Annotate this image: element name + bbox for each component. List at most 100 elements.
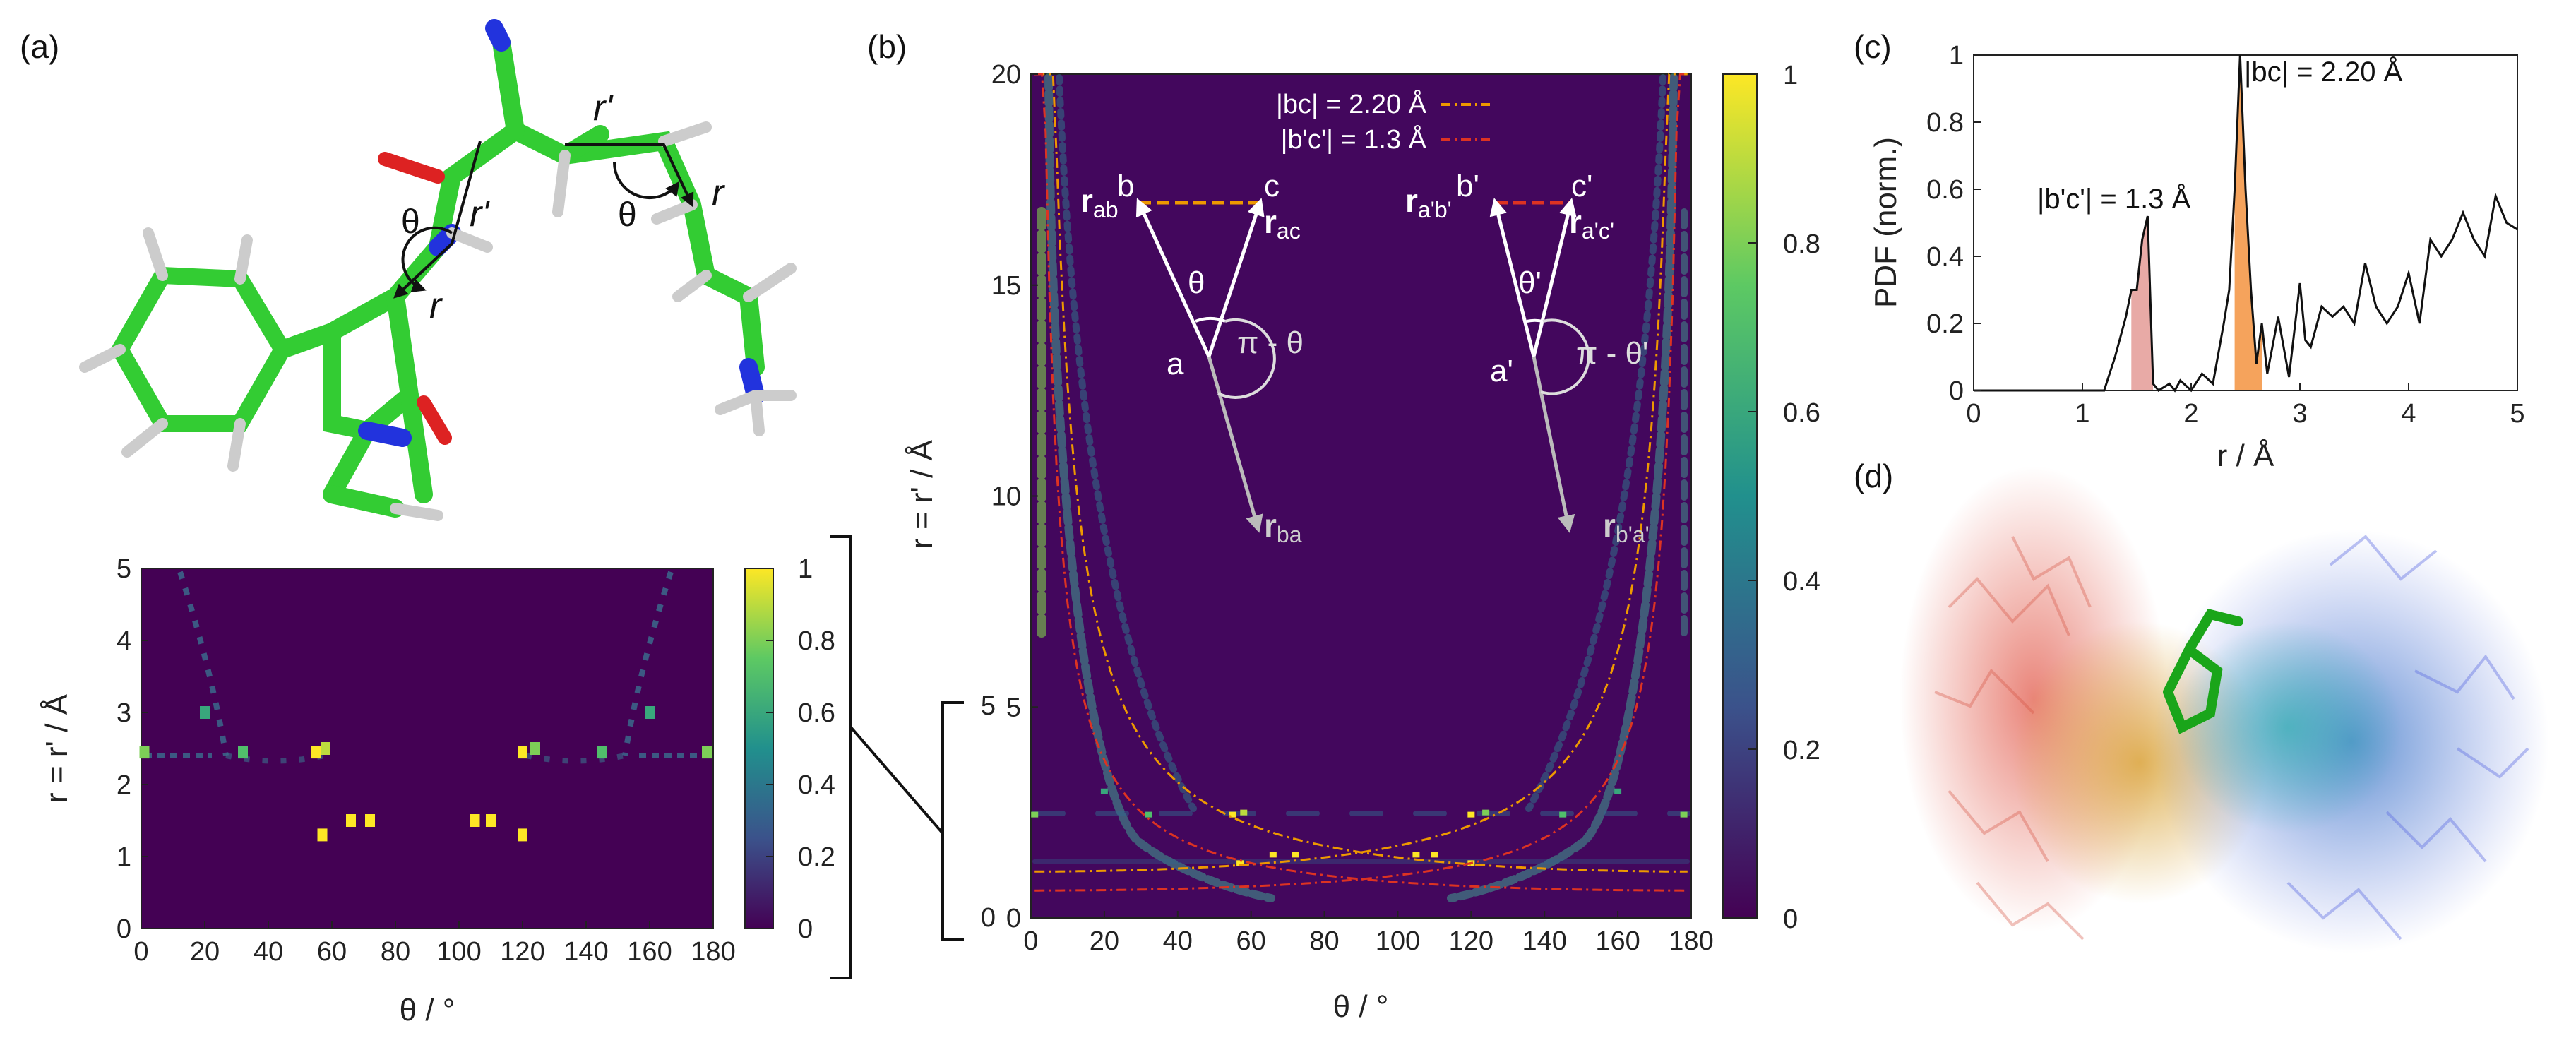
colorbar-a-tick-label: 0.4 <box>798 770 835 800</box>
heatmap-b-y-tick-label: 0 <box>1006 904 1021 933</box>
legend-bc: |bc| = 2.20 Å <box>1276 88 1427 119</box>
colorbar-b-tick-label: 0.8 <box>1783 229 1820 259</box>
heatmap-b-cell <box>1145 811 1152 818</box>
schematic-left-b: b <box>1117 169 1134 203</box>
heatmap-a-cell <box>486 814 496 827</box>
molecule-r-prime-left: r' <box>470 193 490 234</box>
heatmap-a-x-tick-label: 180 <box>691 937 735 967</box>
annotation-bpcp: |b'c'| = 1.3 Å <box>2037 183 2191 215</box>
heatmap-a-cell <box>238 746 248 759</box>
angle-arrows <box>393 141 694 299</box>
chart-c-x-tick-label: 4 <box>2401 399 2416 429</box>
ensemble-blue-strands <box>2286 535 2529 941</box>
molecule-r-left: r <box>429 285 443 326</box>
heatmap-a-streaks <box>145 571 710 764</box>
schematic-right-r-ab: ra'b' <box>1405 182 1452 222</box>
colorbar-a <box>744 568 774 929</box>
heatmap-b-xlabel: θ / ° <box>1333 989 1389 1024</box>
schematic-right: ra'b' b' c' ra'c' θ' a' π - θ' rb'a' <box>1405 169 1650 547</box>
colorbar-b-tick-label: 0.2 <box>1783 736 1820 765</box>
heatmap-a-x-tick-label: 140 <box>564 937 608 967</box>
schematic-left-c: c <box>1264 169 1280 203</box>
heatmap-a-x-tick-label: 20 <box>190 937 220 967</box>
oxygen-atoms <box>378 152 452 445</box>
ensemble-green-core <box>2163 608 2243 734</box>
heatmap-b-cell <box>1236 860 1244 866</box>
heatmap-b-y-tick-label: 5 <box>1006 693 1021 722</box>
hydrogen-atoms <box>79 121 797 521</box>
heatmap-b-x-tick-label: 120 <box>1449 926 1493 956</box>
chart-c-y-tick-label: 0 <box>1949 376 1964 406</box>
pdf-line <box>1974 54 2518 393</box>
inset-tick-5: 5 <box>981 691 996 721</box>
chart-c-x-tick-label: 3 <box>2292 399 2307 429</box>
heatmap-a-y-tick-label: 0 <box>117 914 131 944</box>
chart-c-y-tick-label: 0.8 <box>1926 108 1964 138</box>
heatmap-b-x-tick-label: 180 <box>1669 926 1713 956</box>
heatmap-a-x-tick-label: 80 <box>381 937 410 967</box>
reference-curve-bpcp-a <box>1034 73 1688 892</box>
molecule-structure: θ θ r' r' r r <box>79 19 797 521</box>
legend-bpcp: |b'c'| = 1.3 Å <box>1281 124 1427 155</box>
heatmap-a-y-tick-label: 5 <box>117 554 131 584</box>
schematic-right-a: a' <box>1490 354 1513 388</box>
heatmap-a-y-tick-label: 3 <box>117 698 131 728</box>
heatmap-a-cell <box>518 746 527 759</box>
schematic-right-theta: θ' <box>1518 266 1542 300</box>
ensemble-red-strands <box>1934 536 2092 941</box>
phenyl-ring <box>110 266 292 432</box>
schematic-left-arrow-ba <box>1207 356 1263 533</box>
colorbar-b-tick-label: 0.4 <box>1783 567 1820 597</box>
heatmap-b-cell <box>1031 811 1039 818</box>
heatmap-a-x-tick-label: 40 <box>254 937 283 967</box>
chart-c-x-tick-label: 2 <box>2183 399 2198 429</box>
heatmap-a-cell <box>317 828 328 842</box>
zoom-connector <box>830 535 964 979</box>
schematic-left-pi-theta: π - θ <box>1237 326 1304 360</box>
heatmap-a: 0 20 40 60 80 100 120 140 160 180 0 1 2 3 4 5 θ / ° r … <box>40 554 835 1027</box>
heatmap-a-cell <box>530 742 540 755</box>
heatmap-a-ylabel: r = r' / Å <box>40 693 74 803</box>
heatmap-a-cell <box>200 706 210 719</box>
heatmap-b-x-tick-label: 60 <box>1236 926 1266 956</box>
chart-c-x-tick-label: 0 <box>1966 399 1981 429</box>
protein-ensemble <box>1900 466 2549 953</box>
colorbar-a-tick-label: 1 <box>798 554 813 584</box>
schematic-left-r-ac: rac <box>1264 203 1301 244</box>
schematic-left-theta-arc <box>1195 316 1226 323</box>
schematic-right-b: b' <box>1456 169 1479 203</box>
heatmap-b-x-tick-label: 20 <box>1090 926 1119 956</box>
heatmap-b-cell <box>1680 811 1688 818</box>
backbone-bonds <box>273 33 765 518</box>
heatmap-a-x-tick-label: 120 <box>500 937 544 967</box>
schematic-left-r-ba: rba <box>1264 507 1302 547</box>
chart-c-xlabel: r / Å <box>2217 439 2274 473</box>
heatmap-b-cell <box>1614 788 1622 794</box>
schematic-left-pi-arc <box>1217 318 1276 399</box>
shaded-peak-0 <box>2131 216 2154 390</box>
chart-c-ylabel: PDF (norm.) <box>1868 137 1903 308</box>
schematic-left-a: a <box>1167 347 1184 381</box>
chart-c-y-tick-label: 0.4 <box>1926 242 1964 272</box>
heatmap-a-y-tick-label: 2 <box>117 770 131 800</box>
reference-curve-bc-b <box>1034 73 1688 873</box>
molecule-theta-right: θ <box>618 196 637 234</box>
schematic-right-arrow-ac <box>1532 198 1577 357</box>
chart-c-y-tick-label: 0.6 <box>1926 175 1964 205</box>
heatmap-a-y-tick-label: 1 <box>117 842 131 872</box>
schematic-right-c: c' <box>1571 169 1592 203</box>
heatmap-b-x-tick-label: 80 <box>1309 926 1339 956</box>
schematic-right-arrow-ab <box>1489 198 1536 357</box>
panel-c-label: (c) <box>1854 28 1892 65</box>
schematic-left-arrow-ac <box>1207 198 1265 357</box>
panel-b-label: (b) <box>867 28 907 65</box>
heatmap-b-x-tick-label: 140 <box>1522 926 1567 956</box>
molecule-r-prime-top: r' <box>593 88 614 129</box>
colorbar-a-tick-label: 0.2 <box>798 842 835 872</box>
heatmap-a-x-tick-label: 60 <box>317 937 347 967</box>
inset-tick-0: 0 <box>981 903 996 933</box>
schematic-left-r-ab: rab <box>1080 182 1119 222</box>
colorbar-a-tick-label: 0.8 <box>798 626 835 656</box>
colorbar-b <box>1722 73 1758 919</box>
